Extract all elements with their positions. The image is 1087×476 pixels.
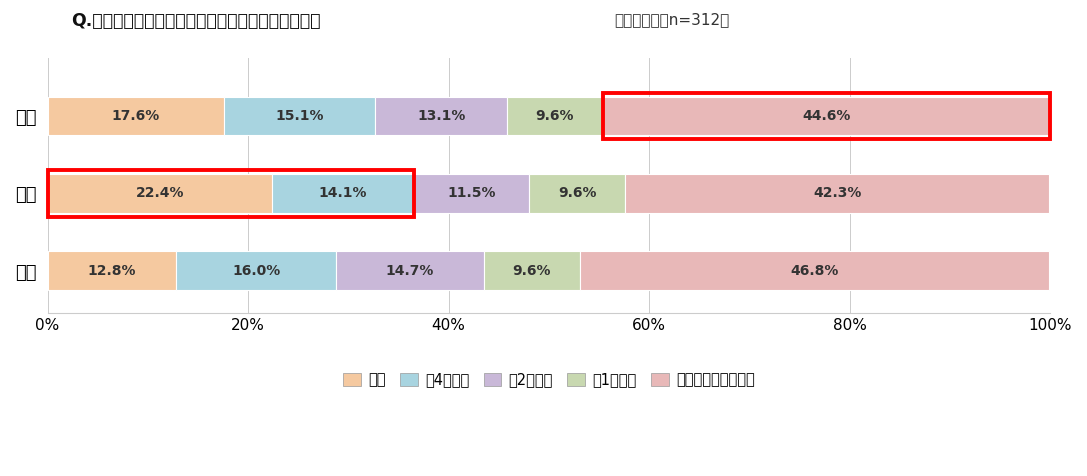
Text: 12.8%: 12.8% [88,264,136,278]
Bar [176,251,336,290]
Bar [625,174,1049,213]
Bar [224,97,375,135]
Bar [336,251,484,290]
Bar [603,97,1050,135]
Bar [48,170,413,217]
Bar [375,97,507,135]
Text: （単数回答／n=312）: （単数回答／n=312） [614,12,729,27]
Bar [484,251,580,290]
Bar [413,174,529,213]
Bar [507,97,603,135]
Bar [48,174,272,213]
Text: 14.1%: 14.1% [318,187,367,200]
Text: 44.6%: 44.6% [802,109,851,123]
Text: 11.5%: 11.5% [447,187,496,200]
Text: 13.1%: 13.1% [417,109,465,123]
Bar [603,93,1050,139]
Text: Q.あなたは現在、どれくらい運動をしていますか？: Q.あなたは現在、どれくらい運動をしていますか？ [71,12,321,30]
Text: 22.4%: 22.4% [136,187,184,200]
Bar [48,97,224,135]
Text: 9.6%: 9.6% [513,264,551,278]
Text: 16.0%: 16.0% [232,264,280,278]
Bar [529,174,625,213]
Bar [48,251,176,290]
Text: 17.6%: 17.6% [112,109,160,123]
Text: 46.8%: 46.8% [790,264,839,278]
Legend: 毎日, 週4日程度, 週2日程度, 週1日程度, ほとんどしていない: 毎日, 週4日程度, 週2日程度, 週1日程度, ほとんどしていない [337,367,761,394]
Text: 14.7%: 14.7% [386,264,434,278]
Text: 42.3%: 42.3% [813,187,861,200]
Bar [580,251,1049,290]
Bar [272,174,413,213]
Text: 15.1%: 15.1% [275,109,324,123]
Text: 9.6%: 9.6% [558,187,597,200]
Text: 9.6%: 9.6% [536,109,574,123]
